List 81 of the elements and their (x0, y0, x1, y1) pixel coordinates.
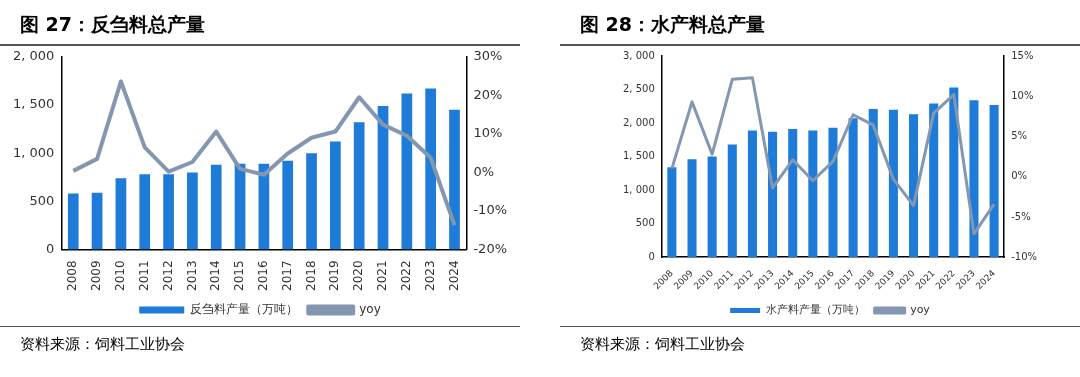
x-tick-label: 2023 (422, 260, 437, 292)
bar (210, 164, 222, 250)
bar (687, 159, 697, 258)
x-tick-label: 2016 (256, 260, 271, 292)
x-tick-label: 2022 (398, 260, 413, 292)
y2-tick-label: 10% (473, 125, 503, 141)
bar (808, 130, 818, 258)
y-tick-label: 2, 500 (622, 83, 655, 95)
y2-tick-label: -10% (473, 202, 508, 218)
bar (969, 100, 979, 258)
bar (139, 174, 151, 250)
bar (788, 129, 798, 258)
bar (888, 109, 898, 258)
x-tick-label: 2015 (232, 260, 247, 292)
chart-title: 图 28：水产料总产量 (560, 0, 1080, 46)
y-tick-label: 500 (635, 217, 655, 229)
bar (330, 141, 341, 250)
x-tick-label: 2014 (208, 260, 223, 292)
chart-title: 图 27：反刍料总产量 (0, 0, 520, 46)
x-tick-label: 2012 (160, 260, 175, 292)
legend-label: yoy (359, 302, 381, 317)
bar (989, 104, 999, 258)
x-tick-label: 2024 (446, 260, 461, 292)
bar (449, 109, 460, 250)
bar (929, 103, 939, 258)
x-tick-label: 2021 (375, 260, 390, 292)
bar (949, 87, 959, 258)
y-tick-label: 500 (29, 192, 55, 208)
y2-tick-label: 15% (1011, 49, 1034, 61)
bar (377, 105, 389, 250)
bar (425, 88, 437, 250)
y-tick-label: 0 (46, 240, 55, 256)
x-tick-label: 2009 (89, 260, 104, 292)
bar (115, 178, 127, 250)
bar (768, 131, 778, 258)
y-tick-label: 1, 500 (12, 96, 55, 112)
y-tick-label: 1, 000 (12, 144, 55, 160)
bar (282, 160, 294, 250)
y-tick-label: 1, 500 (622, 150, 655, 162)
x-tick-label: 2020 (351, 260, 366, 292)
bar (707, 156, 717, 258)
bar (187, 172, 198, 250)
legend-label: 水产料产量（万吨） (765, 303, 865, 317)
bar (67, 193, 79, 250)
y2-tick-label: -5% (1011, 210, 1031, 222)
y-tick-label: 1, 000 (622, 183, 655, 195)
y2-tick-label: 10% (1011, 89, 1034, 101)
y2-tick-label: 5% (1011, 130, 1028, 142)
x-tick-label: 2019 (327, 260, 342, 292)
y2-tick-label: 0% (1011, 170, 1028, 182)
y2-tick-label: -20% (473, 240, 508, 256)
bar (306, 153, 317, 250)
x-tick-label: 2017 (279, 260, 294, 292)
x-tick-label: 2008 (65, 260, 80, 292)
x-tick-label: 2013 (184, 260, 199, 292)
y2-tick-label: 0% (473, 163, 495, 179)
y-tick-label: 2, 000 (622, 116, 655, 128)
bar (91, 192, 103, 250)
bar (747, 130, 757, 258)
x-tick-label: 2010 (113, 260, 128, 292)
legend-label: yoy (910, 303, 931, 317)
bar (828, 127, 838, 258)
bar (667, 167, 677, 258)
bar (353, 122, 365, 250)
y2-tick-label: 20% (473, 86, 503, 102)
y2-tick-label: 30% (473, 48, 503, 64)
bar (163, 174, 174, 250)
bar (401, 93, 413, 250)
bar (909, 114, 919, 258)
legend-label: 反刍料产量（万吨） (190, 302, 299, 317)
y-tick-label: 3, 000 (622, 49, 655, 61)
bar (848, 118, 858, 258)
text: 资料来源：饲料工业协会 (20, 335, 186, 354)
bar (727, 144, 737, 258)
y-tick-label: 0 (648, 250, 655, 262)
x-tick-label: 2011 (136, 260, 151, 292)
y2-tick-label: -10% (1011, 250, 1038, 262)
bar (868, 108, 878, 258)
text: 资料来源：饲料工业协会 (580, 335, 746, 354)
y-tick-label: 2, 000 (12, 48, 55, 64)
x-tick-label: 2018 (303, 260, 318, 292)
